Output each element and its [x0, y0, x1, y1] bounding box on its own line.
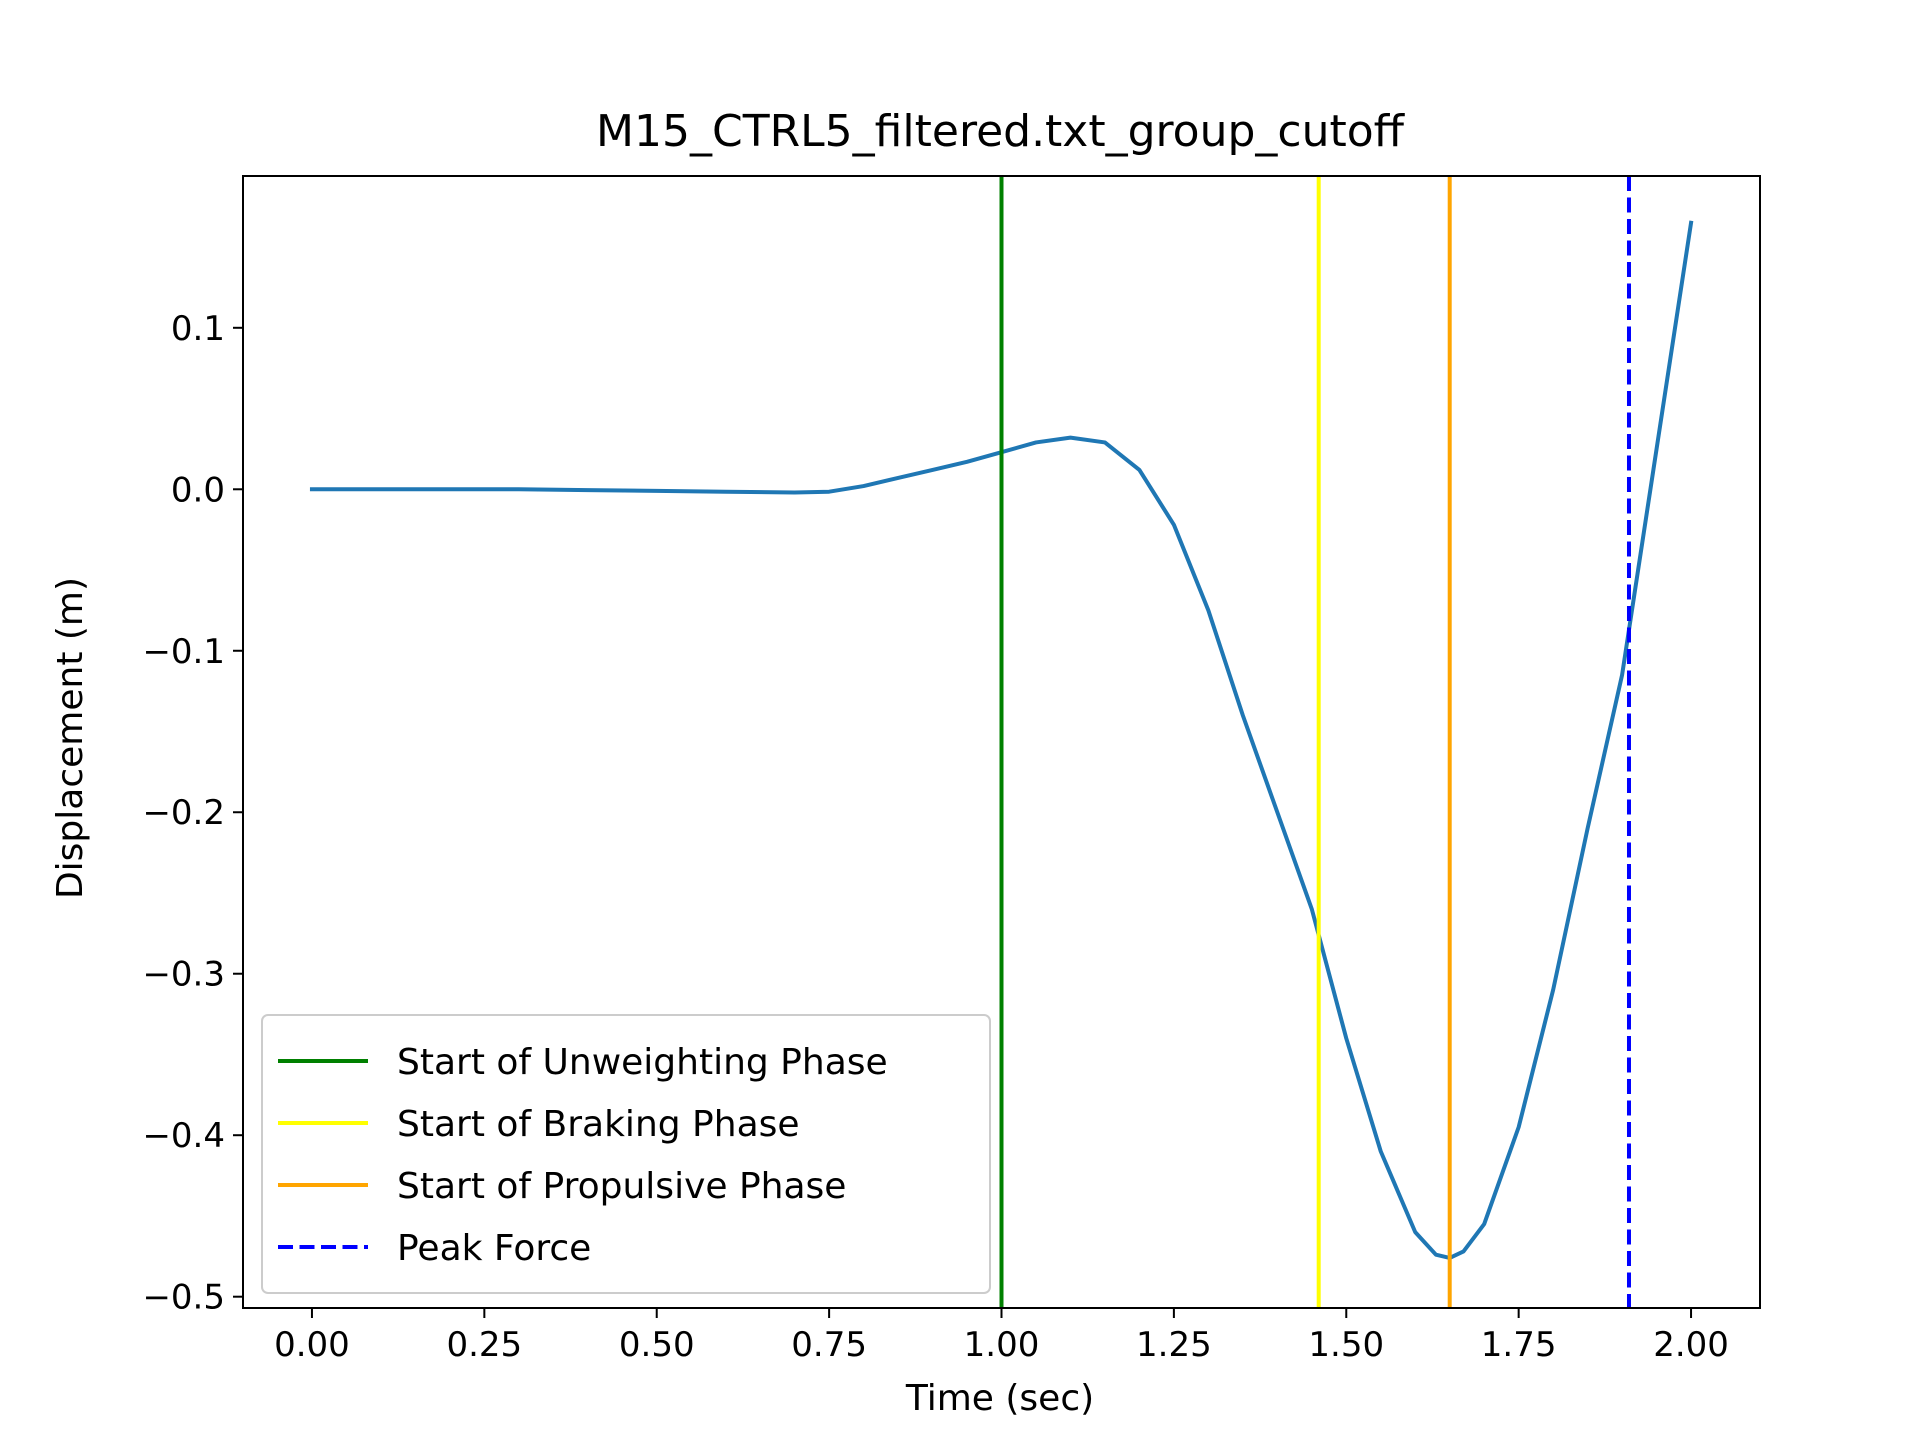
y-tick-label: −0.4 — [142, 1116, 225, 1156]
y-tick-label: −0.1 — [142, 632, 225, 672]
x-axis-label: Time (sec) — [905, 1378, 1094, 1419]
x-tick-label: 0.75 — [791, 1325, 867, 1365]
series-line-0 — [309, 220, 1694, 1260]
x-tick-label: 0.00 — [274, 1325, 350, 1365]
x-axis: 0.00 0.25 0.50 0.75 1.00 1.25 1.50 1.75 2.00 — [274, 1308, 1729, 1365]
y-tick-label: −0.2 — [142, 793, 225, 833]
x-tick-label: 1.50 — [1308, 1325, 1384, 1365]
legend-label-3: Peak Force — [397, 1228, 591, 1269]
x-tick-label: 0.50 — [619, 1325, 695, 1365]
y-tick-label: −0.3 — [142, 955, 225, 995]
y-axis-label: Displacement (m) — [50, 577, 91, 899]
y-tick-label: 0.0 — [171, 470, 225, 510]
legend-label-0: Start of Unweighting Phase — [397, 1042, 888, 1083]
y-tick-label: 0.1 — [171, 309, 225, 349]
x-tick-label: 0.25 — [446, 1325, 522, 1365]
legend-label-1: Start of Braking Phase — [397, 1104, 800, 1145]
x-tick-label: 1.25 — [1136, 1325, 1212, 1365]
legend-label-2: Start of Propulsive Phase — [397, 1166, 846, 1207]
legend-box — [261, 1014, 991, 1294]
chart-title: M15_CTRL5_filtered.txt_group_cutoff — [596, 106, 1406, 157]
legend[interactable]: Start of Unweighting Phase Start of Braki… — [261, 1014, 991, 1294]
y-axis: 0.1 0.0 −0.1 −0.2 −0.3 −0.4 −0.5 — [142, 309, 243, 1318]
x-tick-label: 2.00 — [1653, 1325, 1729, 1365]
y-tick-label: −0.5 — [142, 1278, 225, 1318]
x-tick-label: 1.75 — [1481, 1325, 1557, 1365]
x-tick-label: 1.00 — [964, 1325, 1040, 1365]
